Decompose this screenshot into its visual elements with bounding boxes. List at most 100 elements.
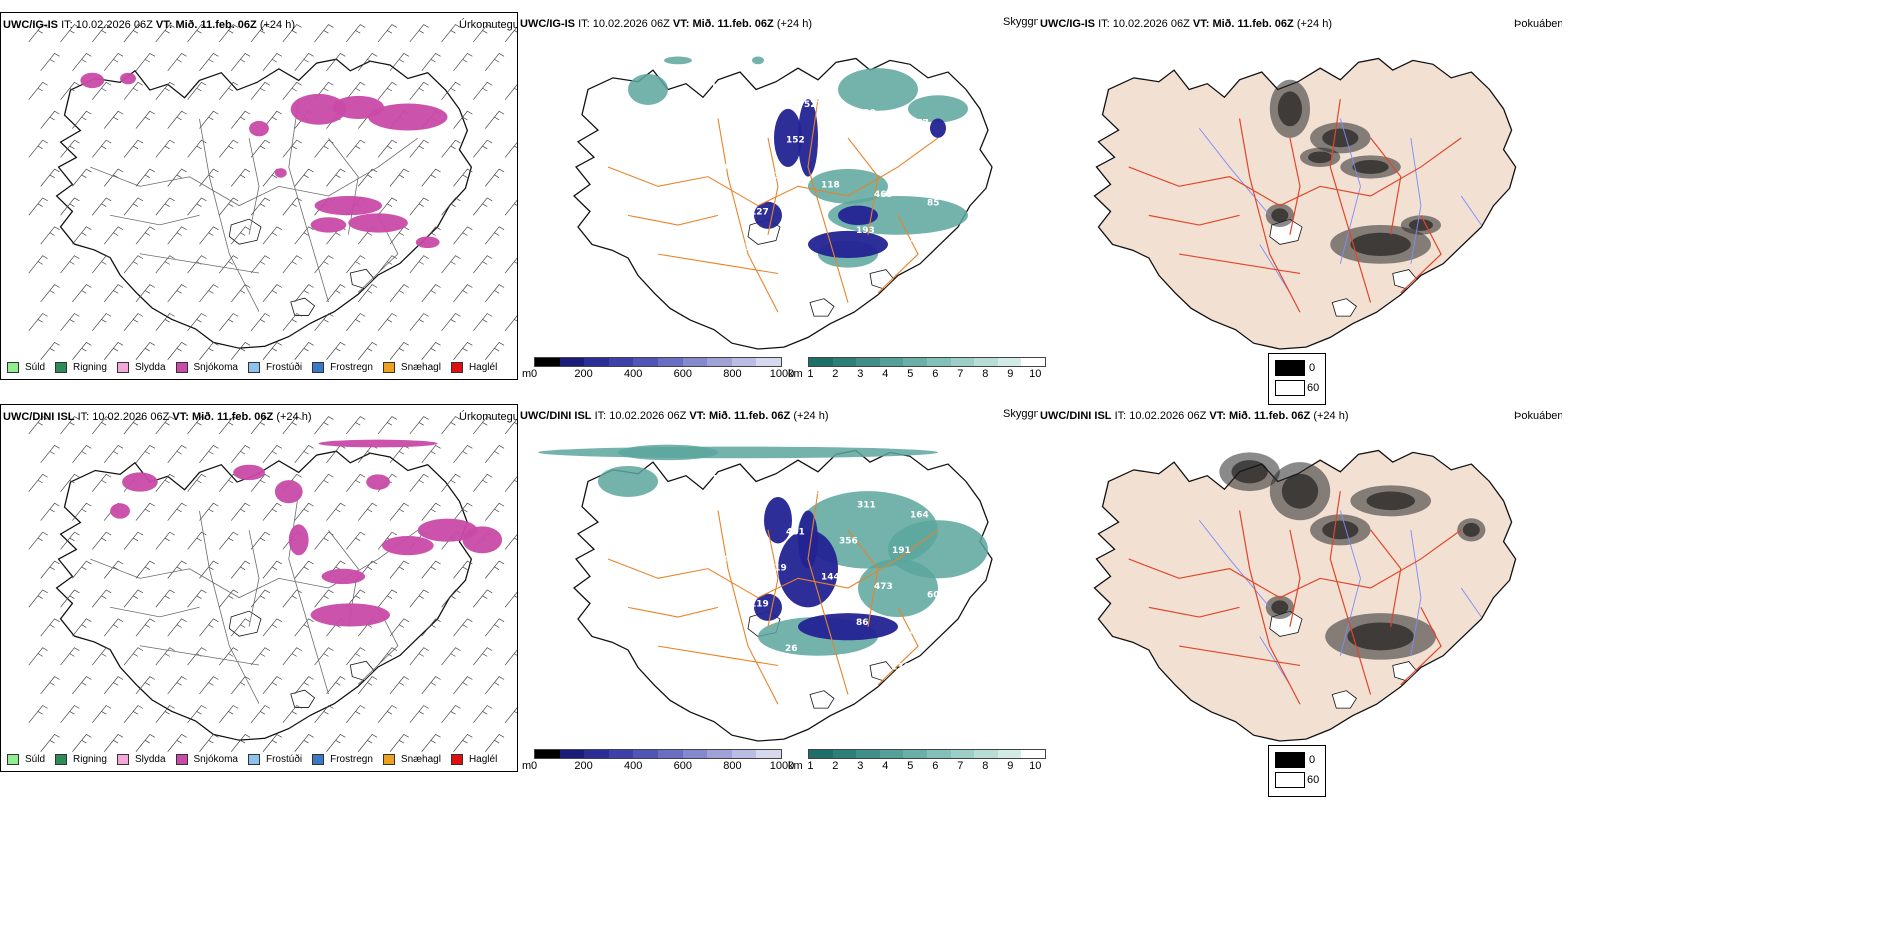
- wind-barb: [326, 502, 346, 521]
- legend-swatch: [450, 362, 463, 373]
- precip-area: [120, 72, 136, 85]
- precip-area: [318, 439, 438, 448]
- visibility-tick: 4: [882, 760, 889, 772]
- wind-barb: [441, 197, 461, 216]
- wind-barb: [103, 733, 124, 752]
- wind-barb: [40, 53, 60, 71]
- ceiling-tick: 400: [624, 760, 643, 772]
- precip-map[interactable]: [1, 13, 517, 379]
- precip-area: [538, 446, 938, 459]
- wind-barb: [60, 255, 80, 274]
- legend-item: Súld: [7, 754, 45, 765]
- visibility-tick: 6: [932, 368, 939, 380]
- legend-item: Snjókoma: [175, 754, 238, 765]
- init-time: 10.02.2026 06Z: [1129, 410, 1207, 422]
- legend-label: Frostregn: [330, 754, 373, 765]
- wind-barb: [135, 341, 155, 360]
- roads: [607, 99, 939, 313]
- ceiling-value-label: 44: [785, 252, 798, 262]
- wind-barb: [155, 139, 175, 158]
- wind-barb: [28, 24, 48, 43]
- wind-barb: [473, 473, 493, 492]
- lead-time: (+24 h): [1296, 18, 1332, 30]
- precip-area: [80, 72, 105, 89]
- wind-barb: [421, 502, 441, 521]
- ceiling-tick: 200: [574, 760, 593, 772]
- ceiling-value-label: 191: [892, 546, 911, 556]
- ceiling-tick: 0: [530, 368, 538, 380]
- precip-area: [764, 496, 792, 544]
- fog-map[interactable]: [1038, 12, 1562, 380]
- wind-barb: [250, 81, 271, 100]
- precip-area: [1347, 622, 1414, 651]
- model-name: UWC/DINI ISL: [3, 411, 75, 423]
- wind-barb: [250, 24, 271, 43]
- wind-barb: [60, 531, 80, 550]
- wind-barb: [504, 649, 517, 666]
- wind-barb: [409, 473, 429, 492]
- ceiling-value-label: 318: [733, 127, 752, 137]
- wind-barb: [473, 139, 493, 158]
- wind-barb: [60, 81, 80, 100]
- wind-barb: [250, 705, 271, 724]
- product-type: Þokuábendi: [1514, 18, 1562, 30]
- cloud-map[interactable]: 1814775222202773181528692101361184658512…: [518, 12, 1038, 380]
- wind-barb: [377, 416, 398, 435]
- wind-barb: [441, 24, 461, 43]
- wind-barb: [357, 502, 378, 521]
- wind-barb: [187, 473, 207, 492]
- wind-barb: [421, 53, 441, 71]
- legend-swatch: [312, 362, 325, 373]
- wind-barb: [155, 81, 175, 100]
- wind-barb: [92, 139, 112, 158]
- wind-barb: [135, 618, 155, 637]
- wind-barb: [123, 255, 144, 274]
- cloud-map[interactable]: 3873201213111642854813561913301191444736…: [518, 404, 1038, 772]
- wind-barb: [60, 139, 80, 158]
- legend-label: Snæhagl: [400, 754, 441, 765]
- wind-barb: [230, 226, 251, 245]
- wind-barb: [40, 733, 60, 752]
- wind-barb: [60, 647, 80, 666]
- wind-barb: [28, 589, 48, 608]
- wind-barb: [294, 733, 314, 752]
- wind-barb: [28, 81, 48, 100]
- wind-barb: [199, 341, 219, 360]
- visibility-tick: 1: [807, 368, 814, 380]
- wind-barb: [40, 226, 60, 245]
- roads: [1128, 491, 1462, 705]
- legend-label: Snjókoma: [193, 754, 238, 765]
- fog-map[interactable]: [1038, 404, 1562, 772]
- wind-barb: [346, 589, 366, 608]
- wind-barb: [167, 502, 187, 521]
- wind-barb: [123, 705, 144, 724]
- wind-barb: [28, 473, 48, 492]
- wind-barb: [294, 226, 314, 245]
- legend-label: Haglél: [468, 362, 498, 373]
- precip-map[interactable]: [1, 405, 517, 771]
- wind-barb: [453, 110, 473, 129]
- wind-barb: [250, 255, 271, 274]
- visibility-tick: 7: [957, 760, 964, 772]
- wind-barb: [473, 255, 493, 274]
- legend-item: Snjókoma: [175, 362, 238, 373]
- wind-barb: [72, 618, 92, 637]
- wind-barb: [282, 81, 302, 100]
- precip-area: [462, 526, 503, 554]
- wind-barb: [187, 139, 207, 158]
- wind-barb: [187, 313, 207, 332]
- valid-time: Mið. 11.feb. 06Z: [708, 410, 791, 422]
- ceiling-tick: 600: [673, 760, 692, 772]
- wind-barb: [135, 226, 155, 245]
- roads: [607, 491, 939, 705]
- wind-barb: [441, 647, 461, 666]
- wind-barb: [155, 473, 175, 492]
- init-time: 10.02.2026 06Z: [609, 410, 687, 422]
- wind-barb: [441, 473, 461, 492]
- wind-barb: [314, 589, 334, 608]
- wind-barb: [346, 139, 366, 158]
- wind-barb: [219, 589, 239, 608]
- roads: [1128, 99, 1462, 313]
- wind-barb: [453, 341, 473, 360]
- wind-barb: [504, 418, 517, 435]
